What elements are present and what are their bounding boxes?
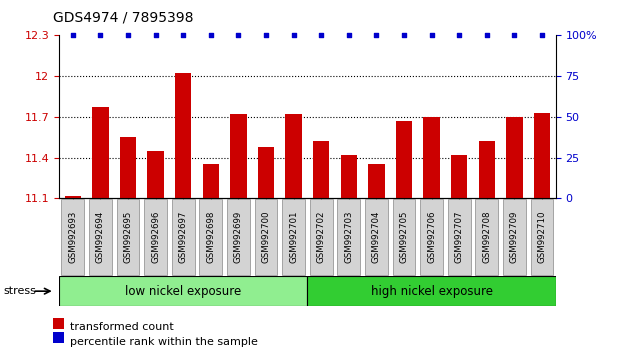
Bar xyxy=(199,199,222,275)
Bar xyxy=(392,199,415,275)
Bar xyxy=(285,114,302,198)
Bar xyxy=(65,195,81,198)
Bar xyxy=(227,199,250,275)
Bar xyxy=(476,199,498,275)
Text: GSM992705: GSM992705 xyxy=(399,211,409,263)
Point xyxy=(509,33,519,38)
Text: GSM992698: GSM992698 xyxy=(206,211,215,263)
Bar xyxy=(420,199,443,275)
Text: GSM992697: GSM992697 xyxy=(179,211,188,263)
Bar xyxy=(59,276,307,306)
Text: GSM992707: GSM992707 xyxy=(455,211,464,263)
Text: percentile rank within the sample: percentile rank within the sample xyxy=(70,337,258,347)
Point xyxy=(178,33,188,38)
Point xyxy=(427,33,437,38)
Text: GSM992708: GSM992708 xyxy=(483,211,491,263)
Bar xyxy=(503,199,526,275)
Text: GSM992693: GSM992693 xyxy=(68,211,77,263)
Point xyxy=(344,33,354,38)
Bar xyxy=(61,199,84,275)
Bar xyxy=(89,199,112,275)
Bar xyxy=(255,199,278,275)
Bar xyxy=(313,141,330,198)
Point xyxy=(233,33,243,38)
Point xyxy=(96,33,106,38)
Bar xyxy=(117,199,139,275)
Bar xyxy=(531,199,553,275)
Text: stress: stress xyxy=(3,286,36,296)
Text: high nickel exposure: high nickel exposure xyxy=(371,285,492,298)
Bar xyxy=(172,199,194,275)
Bar xyxy=(120,137,136,198)
Bar xyxy=(365,199,388,275)
Text: GSM992703: GSM992703 xyxy=(344,211,353,263)
Text: GSM992695: GSM992695 xyxy=(124,211,132,263)
Point xyxy=(454,33,464,38)
Text: low nickel exposure: low nickel exposure xyxy=(125,285,242,298)
Bar xyxy=(424,117,440,198)
Bar xyxy=(337,199,360,275)
Text: GSM992699: GSM992699 xyxy=(234,211,243,263)
Bar xyxy=(307,276,556,306)
Bar xyxy=(202,164,219,198)
Point xyxy=(289,33,299,38)
Bar xyxy=(451,155,468,198)
Point xyxy=(482,33,492,38)
Text: GSM992701: GSM992701 xyxy=(289,211,298,263)
Bar xyxy=(533,113,550,198)
Text: GSM992704: GSM992704 xyxy=(372,211,381,263)
Bar xyxy=(230,114,247,198)
Point xyxy=(206,33,215,38)
Bar xyxy=(283,199,305,275)
Bar xyxy=(368,164,384,198)
Text: transformed count: transformed count xyxy=(70,322,174,332)
Text: GSM992700: GSM992700 xyxy=(261,211,271,263)
Point xyxy=(261,33,271,38)
Bar xyxy=(147,151,164,198)
Bar xyxy=(258,147,274,198)
Bar xyxy=(92,107,109,198)
Bar xyxy=(448,199,471,275)
Bar xyxy=(479,141,495,198)
Text: GSM992709: GSM992709 xyxy=(510,211,519,263)
Point xyxy=(371,33,381,38)
Bar xyxy=(340,155,357,198)
Point xyxy=(537,33,547,38)
Bar xyxy=(396,121,412,198)
Point xyxy=(316,33,326,38)
Text: GSM992694: GSM992694 xyxy=(96,211,105,263)
Point xyxy=(151,33,161,38)
Text: GSM992702: GSM992702 xyxy=(317,211,325,263)
Point xyxy=(68,33,78,38)
Bar xyxy=(144,199,167,275)
Point xyxy=(399,33,409,38)
Text: GSM992696: GSM992696 xyxy=(151,211,160,263)
Point xyxy=(123,33,133,38)
Bar xyxy=(506,117,523,198)
Bar xyxy=(310,199,332,275)
Bar xyxy=(175,73,191,198)
Text: GSM992710: GSM992710 xyxy=(538,211,546,263)
Text: GSM992706: GSM992706 xyxy=(427,211,436,263)
Text: GDS4974 / 7895398: GDS4974 / 7895398 xyxy=(53,11,193,25)
